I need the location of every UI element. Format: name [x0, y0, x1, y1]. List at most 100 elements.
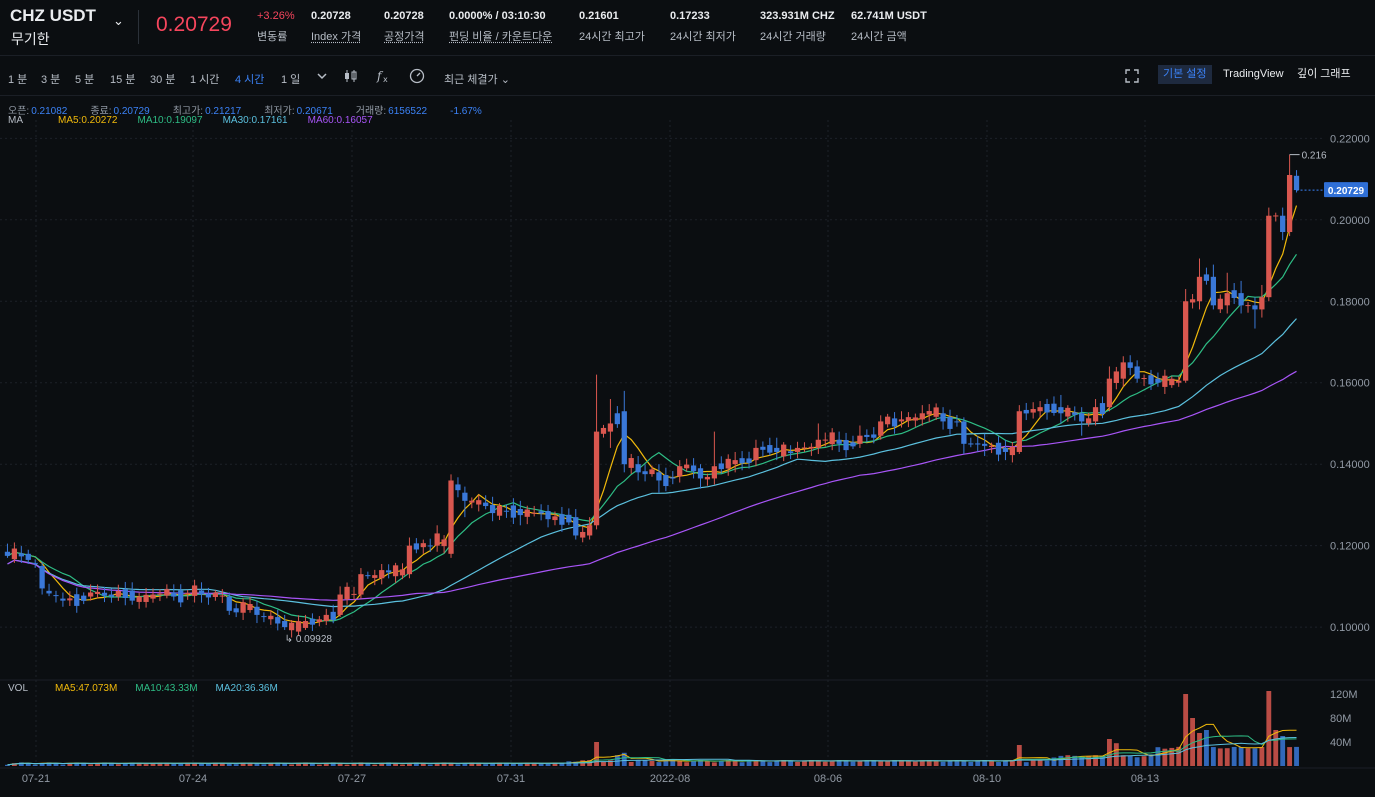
header-divider [138, 10, 139, 44]
candle-body [1106, 378, 1113, 408]
stat-label[interactable]: 펀딩 비율 / 카운트다운 [449, 31, 553, 43]
contract-type: 무기한 [11, 31, 50, 47]
volume-bar [899, 760, 904, 766]
volume-bar [60, 764, 66, 766]
timeframe-option[interactable]: 15 분 [110, 74, 136, 86]
chart-area[interactable]: 0.22000 0.20000 0.18000 0.16000 0.14000 0.120… [0, 96, 1375, 797]
volume-bar [1204, 730, 1209, 766]
volume-bar [885, 761, 891, 766]
candle-body [282, 621, 288, 628]
volume-bar [906, 761, 911, 766]
volume-bar [323, 762, 329, 766]
volume-bar [95, 763, 100, 766]
volume-bar [1120, 755, 1126, 766]
candle-body [871, 434, 877, 438]
candle-body [39, 566, 45, 589]
candle-body [434, 533, 440, 546]
volume-bar [711, 762, 717, 766]
volume-bar [559, 762, 565, 766]
volume-bar [1079, 757, 1085, 766]
chart-settings-gauge-icon[interactable] [409, 68, 425, 84]
stat-value: 323.931M CHZ [760, 10, 835, 22]
view-option[interactable]: 깊이 그래프 [1297, 68, 1351, 80]
candle-body [677, 466, 683, 477]
volume-bar [441, 762, 447, 766]
volume-bar [74, 762, 80, 766]
candle-body [767, 445, 773, 453]
ma-legend-item: MA30:0.17161 [222, 115, 288, 126]
stat-value: 0.0000% / 03:10:30 [449, 10, 546, 22]
candle-body [115, 590, 121, 597]
stat-value: 0.20728 [311, 10, 351, 22]
candle-body [316, 619, 322, 623]
volume-bar [864, 760, 870, 766]
candlestick-chart[interactable]: 0.22000 0.20000 0.18000 0.16000 0.14000 0.120… [0, 96, 1375, 797]
symbol-name[interactable]: CHZ USDT [10, 6, 96, 25]
timeframe-option[interactable]: 1 시간 [190, 74, 220, 86]
view-option[interactable]: 기본 설정 [1158, 65, 1212, 84]
candle-body [1065, 407, 1071, 417]
candle-body [912, 417, 918, 421]
candle-body [67, 598, 73, 601]
timeframe-option[interactable]: 3 분 [41, 74, 61, 86]
stat-label[interactable]: 공정가격 [384, 31, 425, 43]
candle-body [448, 480, 454, 554]
stat-value: 0.17233 [670, 10, 710, 22]
candle-body [635, 464, 641, 473]
candle-body [1148, 375, 1154, 385]
candle-body [697, 468, 704, 479]
ohlc-label: 최저가: [264, 106, 295, 117]
candle-body [538, 511, 544, 514]
candle-body [725, 458, 731, 469]
volume-bar [393, 762, 398, 766]
candle-body [718, 463, 724, 470]
candle-body [358, 574, 364, 595]
stat-label: 변동률 [257, 31, 288, 43]
volume-bar [1058, 755, 1064, 766]
fullscreen-icon[interactable] [1124, 68, 1140, 84]
price-tick-label: 0.16000 [1330, 378, 1370, 390]
timeframe-option[interactable]: 1 일 [281, 74, 301, 86]
candle-body [559, 514, 565, 525]
volume-bar [476, 762, 482, 766]
candle-body [268, 615, 274, 620]
more-timeframes-chevron-icon[interactable] [314, 68, 330, 84]
volume-bar [157, 762, 163, 766]
volume-bar [309, 763, 315, 766]
candlestick-type-icon[interactable] [343, 68, 359, 84]
current-price-tag-label: 0.20729 [1328, 186, 1365, 197]
volume-bar [303, 762, 308, 766]
view-option[interactable]: TradingView [1223, 68, 1284, 80]
volume-bar [11, 763, 17, 766]
candle-body [344, 586, 350, 600]
ohlc-item: -1.67% [450, 106, 496, 117]
volume-bar [344, 764, 350, 766]
candle-body [46, 590, 52, 594]
symbol-dropdown-chevron-icon[interactable]: ⌄ [113, 13, 124, 28]
stat-value: 0.20728 [384, 10, 424, 22]
timeframe-option[interactable]: 1 분 [8, 74, 28, 86]
candle-body [122, 589, 128, 598]
timeframe-option[interactable]: 30 분 [150, 74, 176, 86]
stat-label[interactable]: Index 가격 [311, 31, 362, 43]
volume-bar [206, 764, 211, 766]
candle-body [392, 565, 399, 577]
candle-body [386, 570, 392, 573]
time-tick-label: 2022-08 [650, 773, 690, 785]
price-tick-label: 0.22000 [1330, 133, 1370, 145]
stat-7: 62.741M USDT 24시간 금액 [851, 10, 927, 44]
volume-bar [1127, 755, 1133, 766]
candle-body [309, 618, 316, 625]
candle-body [129, 590, 135, 601]
timeframe-option[interactable]: 5 분 [75, 74, 95, 86]
candle-body [1273, 215, 1279, 217]
current-price-tag [1324, 182, 1368, 198]
volume-bar [1023, 762, 1029, 766]
timeframe-option[interactable]: 4 시간 [235, 74, 265, 86]
volume-bar [670, 760, 676, 766]
candle-body [185, 592, 191, 594]
volume-bar [1044, 760, 1050, 766]
recent-trade-price-dropdown[interactable]: 최근 체결가 ⌄ [444, 71, 510, 87]
